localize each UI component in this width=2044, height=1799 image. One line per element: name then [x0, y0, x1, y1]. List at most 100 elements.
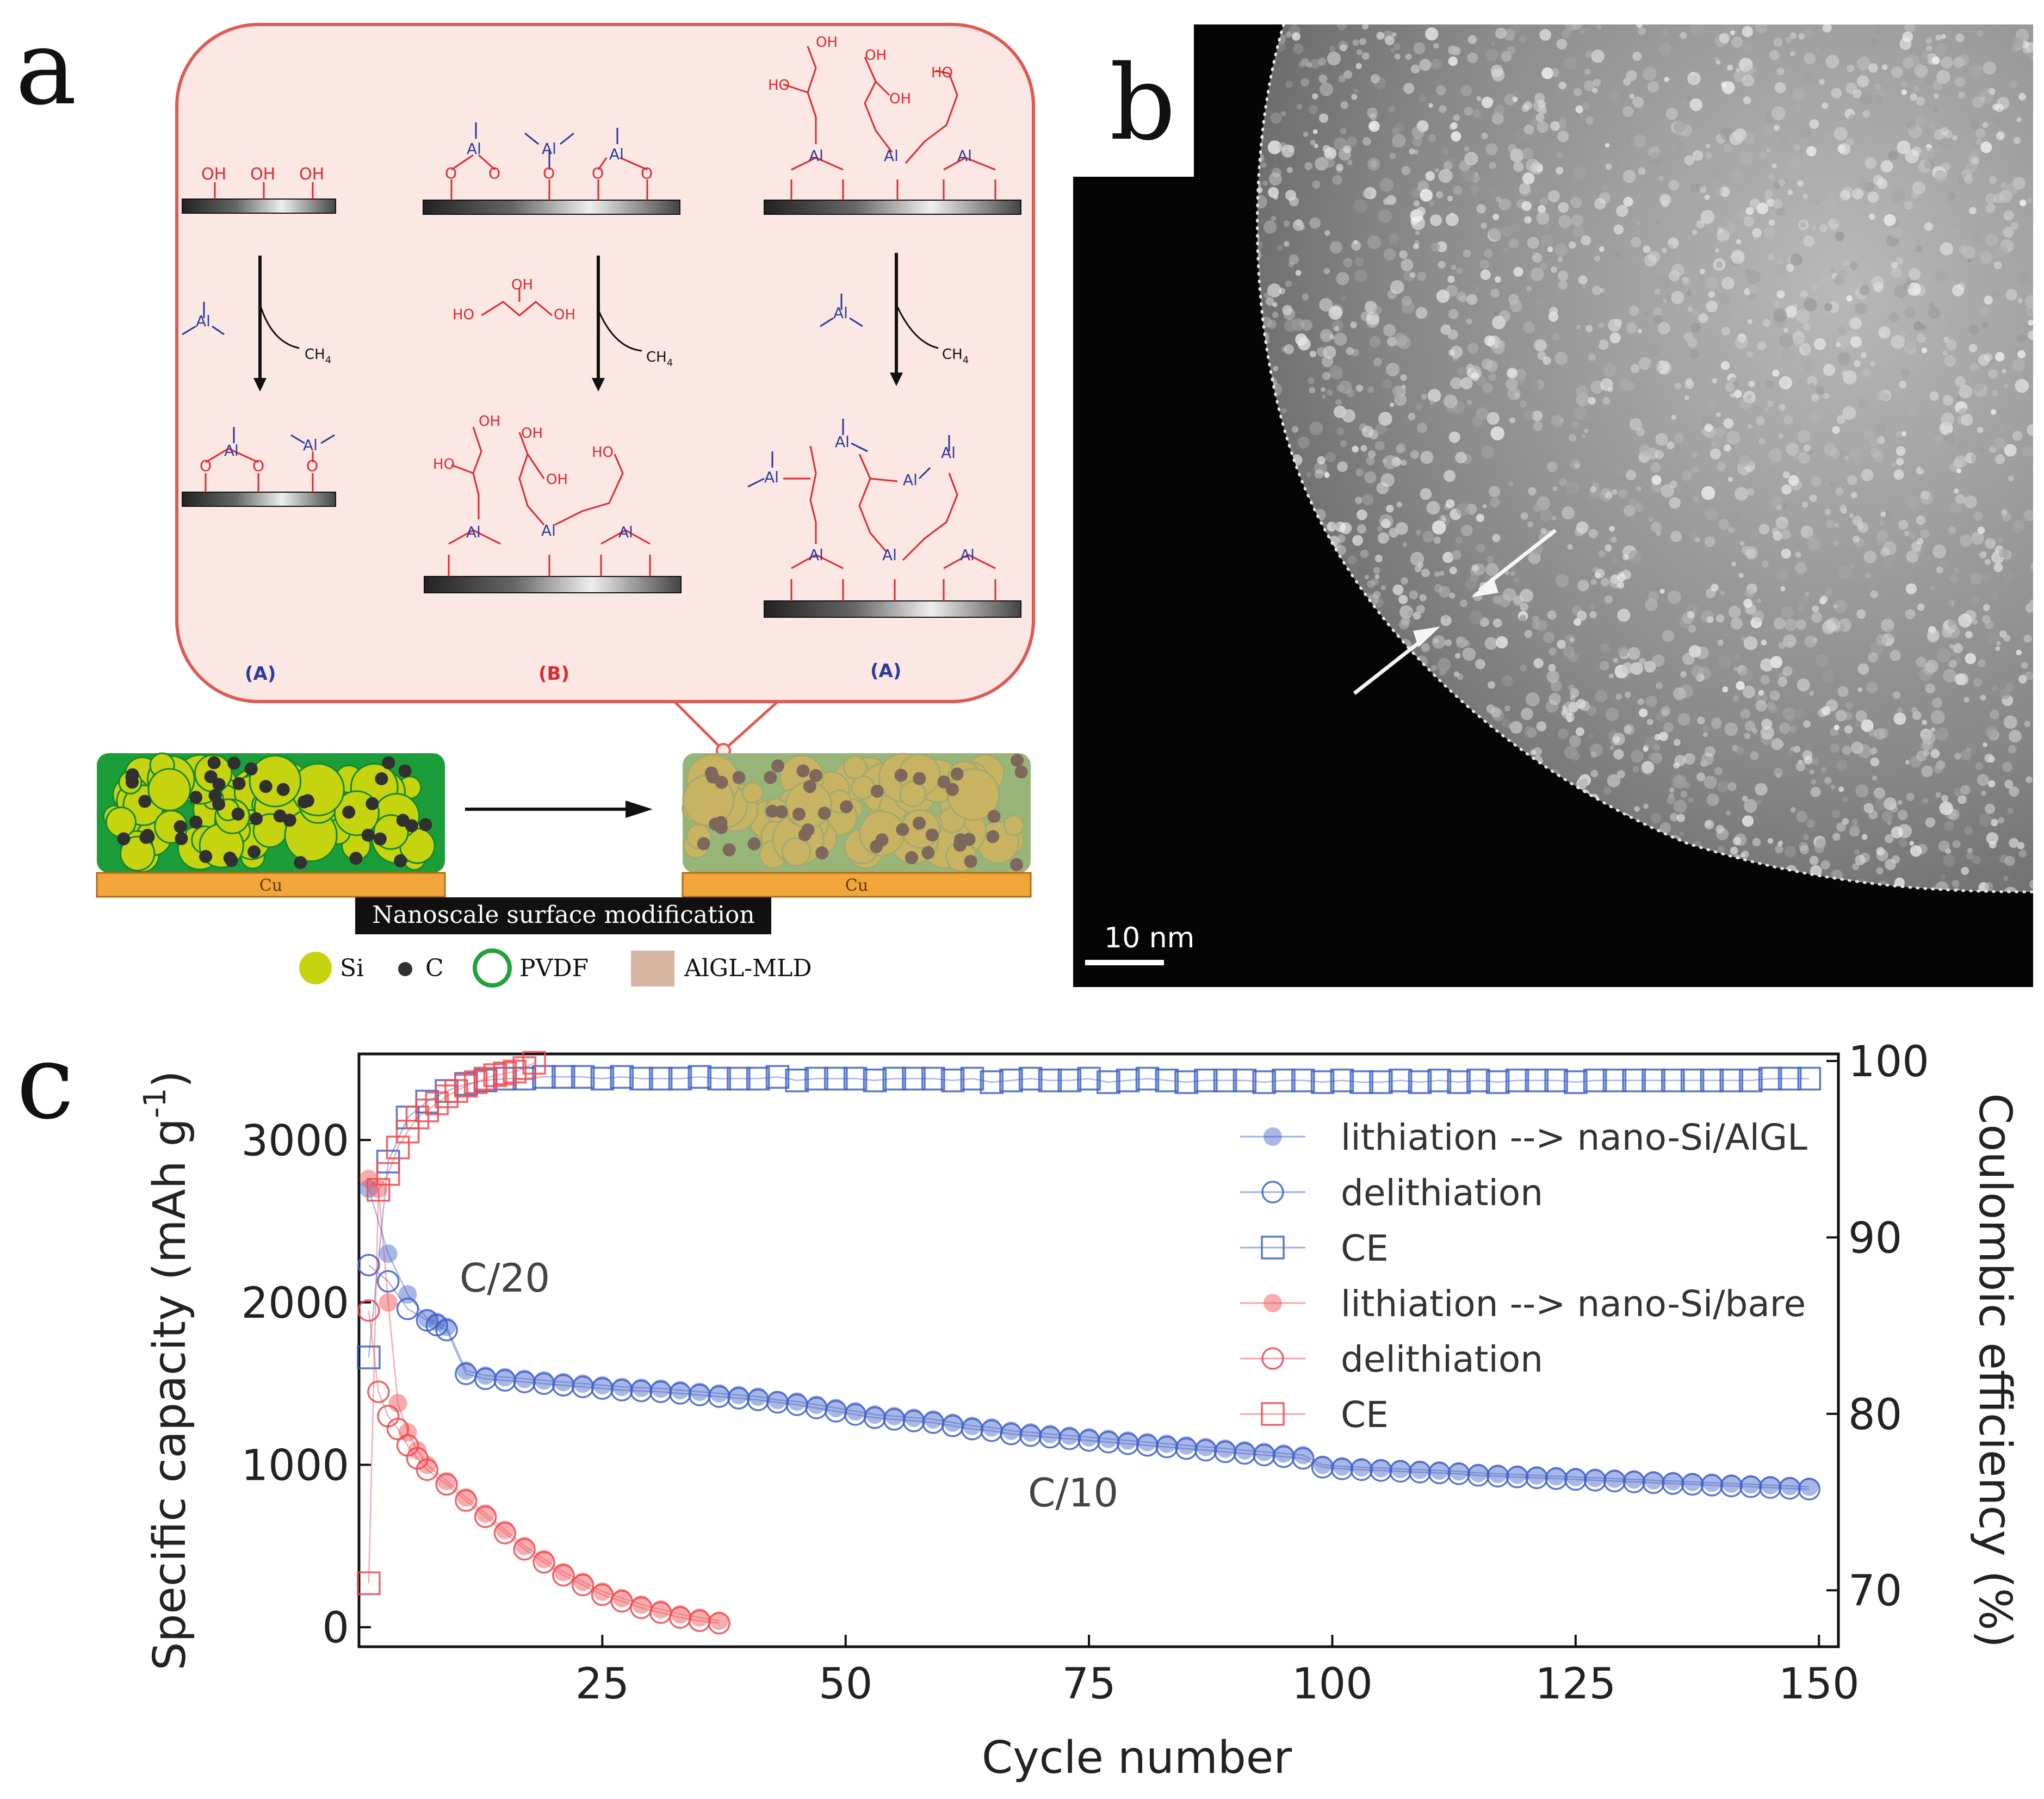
- tem-speckle: [1790, 807, 1797, 813]
- tem-speckle: [1558, 215, 1572, 228]
- tem-speckle: [1643, 746, 1649, 752]
- tem-speckle: [1704, 776, 1717, 789]
- data-point-5-ce: [463, 1070, 488, 1094]
- svg-text:CH4: CH4: [646, 349, 673, 369]
- tem-speckle: [1825, 54, 1839, 69]
- tem-speckle: [1526, 377, 1540, 392]
- data-point-1-delithiation: [513, 1370, 536, 1393]
- carbon-particle: [294, 856, 307, 870]
- tem-speckle: [1581, 284, 1586, 289]
- tem-speckle: [1897, 707, 1903, 714]
- tem-speckle: [1650, 812, 1662, 824]
- tem-speckle: [1921, 765, 1933, 778]
- tem-speckle: [1884, 797, 1897, 810]
- tem-speckle: [1324, 230, 1330, 236]
- tem-speckle: [1934, 765, 1943, 774]
- tem-speckle: [1727, 782, 1737, 791]
- tem-speckle: [1308, 104, 1318, 114]
- carbon-particle: [283, 814, 296, 827]
- tem-speckle: [1643, 803, 1649, 809]
- tem-speckle: [2000, 182, 2007, 188]
- tem-speckle: [1777, 258, 1782, 264]
- tem-speckle: [1618, 646, 1629, 657]
- tem-speckle: [1862, 368, 1870, 377]
- tem-speckle: [1959, 245, 1968, 254]
- tem-speckle: [1716, 60, 1721, 65]
- tem-speckle: [1874, 799, 1886, 811]
- tem-speckle: [1571, 420, 1579, 429]
- tem-speckle: [1960, 534, 1972, 547]
- tem-speckle: [1764, 126, 1775, 137]
- tem-speckle: [1793, 708, 1805, 719]
- tem-speckle: [1410, 551, 1424, 566]
- tem-speckle: [2002, 512, 2011, 522]
- data-point-0-lithiation-nano-si-algl: [1177, 1436, 1196, 1455]
- tem-speckle: [1390, 48, 1395, 53]
- tem-speckle: [1489, 226, 1503, 240]
- data-point-1-delithiation: [1077, 1429, 1100, 1452]
- data-point-1-delithiation: [493, 1369, 517, 1392]
- carbon-particle: [208, 789, 222, 802]
- tem-speckle: [1429, 201, 1435, 206]
- tem-speckle: [1793, 336, 1805, 348]
- tem-speckle: [1704, 423, 1713, 432]
- y2-tick-label: 100: [1848, 1038, 1929, 1087]
- tem-speckle: [1574, 407, 1587, 420]
- data-point-5-ce: [483, 1063, 507, 1087]
- electrode-legend: Si C PVDF AlGL-MLD: [299, 948, 812, 988]
- tem-speckle: [1849, 564, 1854, 569]
- data-point-2-ce: [1213, 1068, 1237, 1093]
- tem-speckle: [1314, 461, 1328, 475]
- tem-speckle: [1692, 452, 1698, 458]
- tem-speckle: [1547, 610, 1557, 620]
- data-point-3-lithiation-nano-si-bare: [388, 1394, 407, 1413]
- tem-speckle: [2029, 564, 2033, 573]
- tem-speckle: [1928, 306, 1941, 319]
- si-particle: [147, 768, 191, 811]
- tem-speckle: [1362, 137, 1371, 146]
- tem-speckle: [1803, 720, 1811, 728]
- tem-speckle: [1786, 442, 1799, 456]
- tem-speckle: [1519, 35, 1527, 44]
- tem-speckle: [1800, 290, 1808, 298]
- tem-speckle: [1807, 538, 1821, 551]
- tem-speckle: [1361, 493, 1374, 506]
- tem-speckle: [2026, 776, 2033, 783]
- tem-speckle: [1413, 149, 1419, 155]
- tem-speckle: [1813, 637, 1818, 643]
- tem-speckle: [1662, 247, 1668, 253]
- tem-speckle: [1870, 590, 1878, 598]
- tem-speckle: [1780, 586, 1786, 592]
- tem-speckle: [1896, 458, 1904, 466]
- data-point-0-lithiation-nano-si-algl: [729, 1386, 748, 1405]
- tem-speckle: [1809, 691, 1814, 696]
- tem-speckle: [1636, 221, 1641, 226]
- tem-speckle: [1573, 88, 1582, 97]
- svg-text:Al: Al: [466, 523, 481, 541]
- tem-speckle: [1490, 64, 1503, 77]
- tem-speckle: [1623, 724, 1635, 735]
- tem-speckle: [1364, 574, 1370, 580]
- data-point-0-lithiation-nano-si-algl: [885, 1406, 904, 1425]
- data-point-3-lithiation-nano-si-bare: [554, 1562, 573, 1581]
- tem-speckle: [1360, 445, 1367, 452]
- tem-speckle: [1721, 277, 1735, 290]
- tem-speckle: [1513, 596, 1523, 606]
- data-point-2-ce: [1447, 1070, 1471, 1094]
- tem-speckle: [1772, 369, 1780, 377]
- tem-speckle: [1323, 268, 1330, 275]
- tem-speckle: [1824, 126, 1830, 132]
- x-tick-label: 75: [1062, 1660, 1116, 1709]
- tem-speckle: [1701, 486, 1715, 500]
- tem-speckle: [1995, 153, 2002, 160]
- data-point-0-lithiation-nano-si-algl: [1313, 1455, 1332, 1474]
- coating-arrows: [1353, 529, 1557, 695]
- tem-speckle: [1447, 196, 1453, 202]
- tem-speckle: [1896, 431, 1903, 438]
- electrode-bare: [97, 752, 445, 873]
- tem-speckle: [1420, 189, 1433, 202]
- tem-speckle: [1368, 120, 1380, 132]
- data-point-1-delithiation: [1681, 1473, 1704, 1496]
- tem-speckle: [1964, 175, 1973, 184]
- tem-speckle: [1948, 618, 1960, 630]
